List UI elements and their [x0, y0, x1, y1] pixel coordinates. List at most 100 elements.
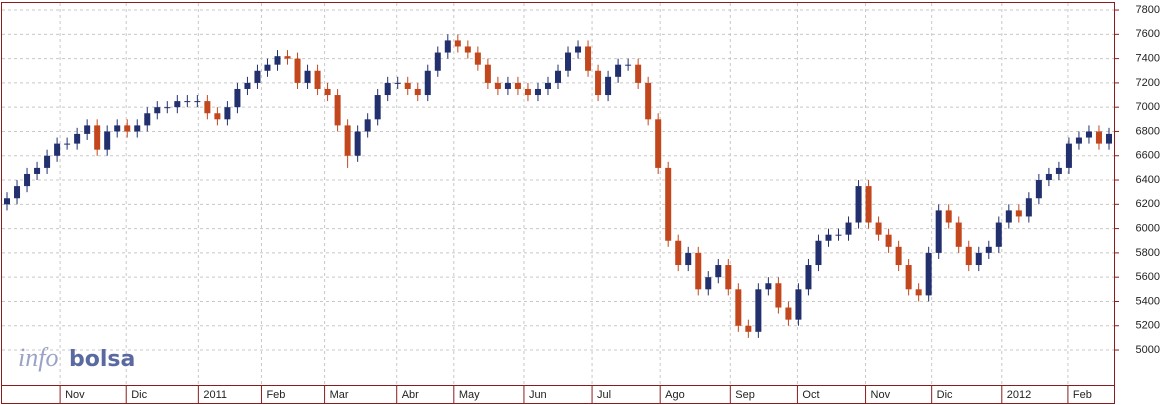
candle-body [14, 186, 21, 199]
candle-body [925, 252, 932, 296]
candle-body [274, 56, 281, 65]
candle-body [785, 307, 792, 320]
candle-body [504, 82, 511, 89]
x-tick-label: Feb [1073, 389, 1092, 401]
y-tick-label: 7600 [1136, 28, 1160, 40]
candle-body [554, 70, 562, 83]
candle-body [294, 58, 301, 83]
x-tick-label: Jun [529, 389, 547, 401]
y-tick-label: 6600 [1136, 150, 1160, 162]
candle-body [755, 289, 762, 332]
candle-body [34, 167, 41, 174]
candle-body [124, 125, 131, 132]
candle-body [154, 107, 161, 114]
candle-body [845, 222, 852, 235]
x-tick-label: Feb [266, 389, 285, 401]
candle-body [74, 133, 81, 144]
candle-body [344, 125, 351, 156]
candle-body [775, 283, 782, 308]
candle-body [1075, 137, 1082, 144]
candle-body [735, 289, 742, 326]
candle-body [474, 52, 481, 65]
candle-body [164, 107, 171, 109]
candle-body [955, 222, 962, 247]
candle-body [585, 46, 592, 71]
candle-body [645, 82, 652, 120]
y-tick-label: 7400 [1136, 53, 1160, 65]
y-tick-label: 6800 [1136, 125, 1160, 137]
candle-body [524, 88, 531, 96]
candle-body [705, 277, 712, 290]
candle-body [815, 240, 822, 266]
candle-body [965, 246, 972, 266]
candle-body [875, 222, 882, 235]
candle-body [484, 64, 491, 83]
candle-body [835, 234, 842, 236]
y-tick-label: 7200 [1136, 77, 1160, 89]
x-tick-label: Abr [402, 389, 419, 401]
y-tick-label: 5000 [1136, 344, 1160, 356]
candle-body [935, 210, 942, 253]
candle-body [64, 143, 71, 145]
candle-body [595, 70, 602, 96]
candle-body [254, 70, 261, 83]
candle-body [84, 125, 91, 134]
candle-body [615, 64, 622, 77]
candle-body [575, 46, 582, 53]
candle-body [635, 64, 642, 83]
candle-body [384, 82, 391, 96]
candle-body [54, 143, 61, 156]
candle-body [414, 88, 421, 96]
candle-body [1005, 210, 1012, 223]
candle-body [605, 76, 612, 96]
y-tick-label: 6400 [1136, 174, 1160, 186]
candle-body [324, 88, 331, 96]
candle-body [975, 252, 982, 266]
candle-body [1065, 143, 1072, 168]
candle-body [24, 173, 31, 187]
candle-body [1105, 133, 1112, 144]
x-tick-label: Dic [131, 389, 147, 401]
candle-body [304, 70, 311, 83]
y-tick-label: 7800 [1136, 4, 1160, 16]
candle-body [915, 289, 922, 296]
x-tick-label: Nov [871, 389, 891, 401]
candles [4, 34, 1112, 338]
watermark-bolsa: bolsa [69, 347, 135, 372]
x-tick-label: May [459, 389, 480, 401]
candle-body [865, 186, 872, 223]
candle-body [745, 325, 752, 332]
candle-body [625, 64, 632, 66]
candle-body [354, 131, 361, 156]
y-tick-label: 5600 [1136, 271, 1160, 283]
candle-body [534, 88, 541, 96]
candle-body [805, 265, 812, 290]
candle-body [364, 119, 371, 132]
candle-body [44, 155, 51, 168]
candle-body [885, 234, 892, 247]
x-tick-label: Nov [65, 389, 85, 401]
candle-body [905, 265, 912, 290]
x-tick-label: Jul [597, 389, 611, 401]
x-tick-label: Oct [802, 389, 819, 401]
candle-body [314, 70, 321, 89]
candle-body [434, 52, 441, 71]
candle-body [284, 56, 291, 59]
x-tick-label: Mar [330, 389, 349, 401]
x-tick-label: Sep [735, 389, 755, 401]
candle-body [1095, 131, 1102, 144]
candle-body [454, 40, 461, 47]
candle-body [514, 82, 521, 89]
x-tick-label: Ago [665, 389, 685, 401]
candle-body [565, 52, 572, 71]
candle-body [1015, 210, 1022, 217]
candle-body [1045, 173, 1052, 181]
candle-body [234, 88, 241, 108]
candle-body [1035, 180, 1042, 199]
candle-body [144, 113, 151, 126]
y-tick-label: 5800 [1136, 247, 1160, 259]
x-tick-label: 2011 [203, 389, 227, 401]
watermark-info: info [18, 343, 58, 372]
candle-body [204, 101, 211, 114]
